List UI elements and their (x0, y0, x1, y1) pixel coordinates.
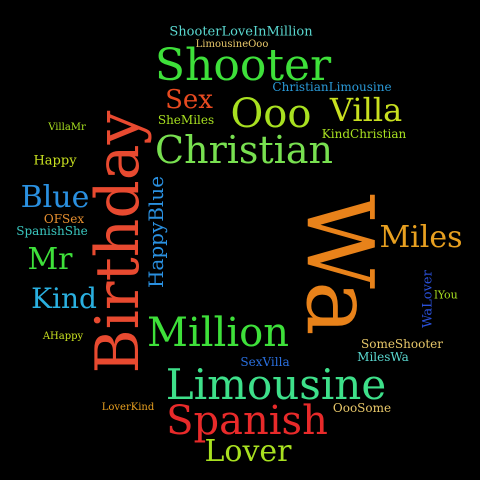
word-lover: Lover (204, 434, 292, 469)
word-christianlimousine: ChristianLimousine (272, 80, 392, 94)
word-christian: Christian (155, 128, 333, 172)
word-mr: Mr (27, 242, 73, 277)
word-million: Million (147, 310, 289, 356)
word-spanishshe: SpanishShe (16, 224, 88, 238)
word-happyblue: HappyBlue (144, 175, 168, 289)
word-shooterloveinmillion: ShooterLoveInMillion (169, 24, 313, 40)
word-ofsex: OFSex (43, 212, 85, 226)
word-sexvilla: SexVilla (240, 355, 290, 369)
word-villa: Villa (329, 91, 403, 129)
word-lyou: lYou (434, 288, 458, 302)
word-ahappy: AHappy (42, 331, 84, 342)
word-ooo: Ooo (230, 91, 312, 137)
word-happy: Happy (33, 153, 77, 169)
word-ooosome: OooSome (332, 401, 392, 415)
word-wa: Wa (286, 194, 393, 336)
word-loverkind: LoverKind (101, 402, 155, 413)
word-limousine: Limousine (165, 360, 387, 409)
word-blue: Blue (20, 180, 90, 215)
word-birthday: Birthday (83, 110, 153, 374)
word-kindchristian: KindChristian (321, 127, 407, 141)
word-kind: Kind (31, 282, 97, 315)
word-miles: Miles (379, 220, 463, 255)
word-someshooter: SomeShooter (361, 337, 443, 351)
word-shooter: Shooter (154, 40, 332, 91)
word-shemiles: SheMiles (157, 113, 215, 127)
word-sex: Sex (165, 85, 213, 115)
word-mileswa: MilesWa (357, 350, 409, 364)
word-walover: WaLover (420, 270, 436, 328)
word-villamr: VillaMr (48, 122, 86, 133)
word-spanish: Spanish (166, 398, 328, 444)
word-limousineooo: LimousineOoo (195, 39, 269, 50)
